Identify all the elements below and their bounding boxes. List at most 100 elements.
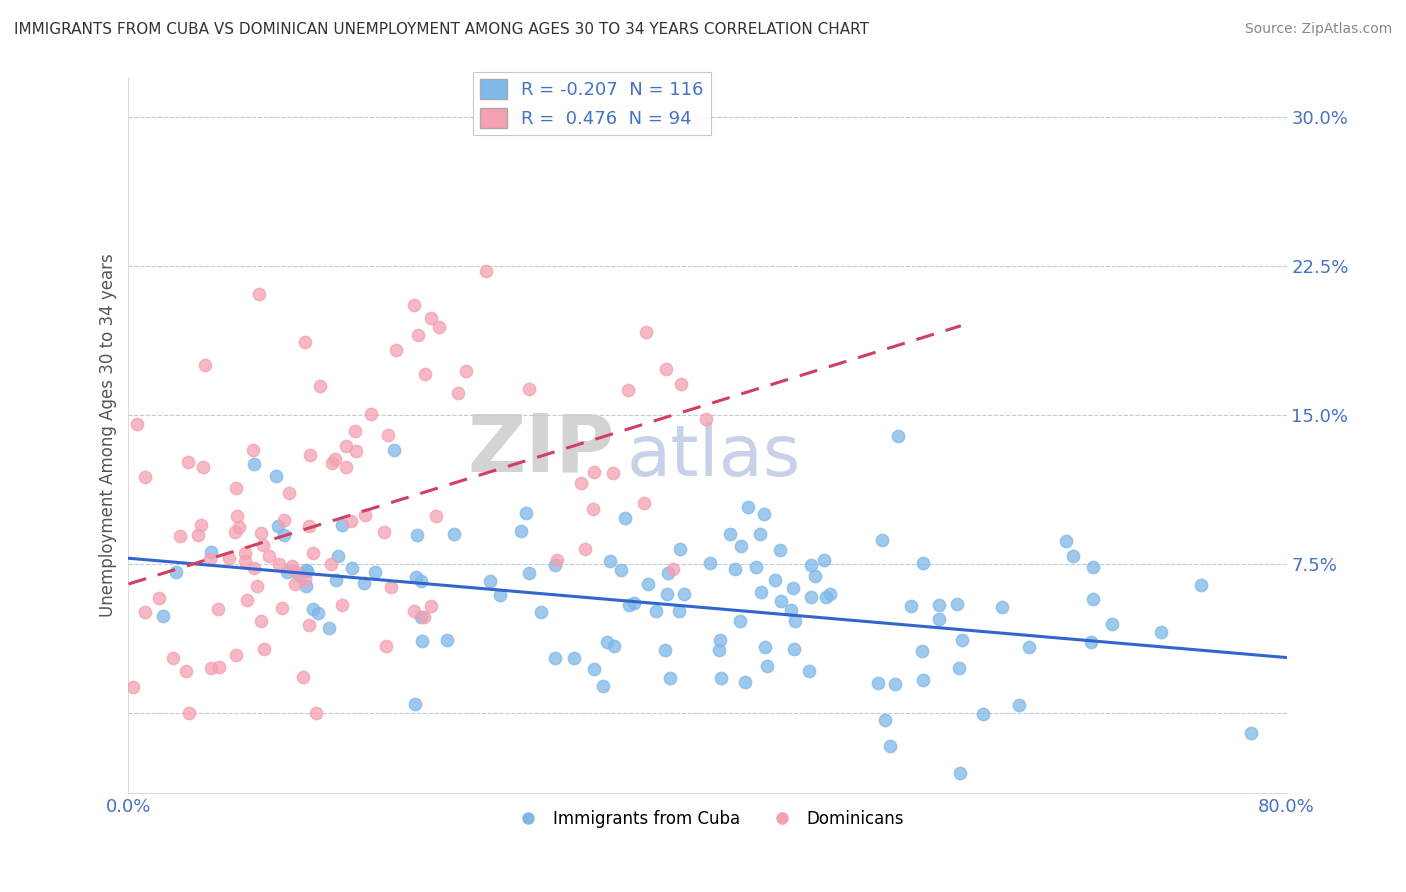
Point xyxy=(360,407,382,421)
Point xyxy=(668,604,690,618)
Point xyxy=(233,546,256,560)
Point xyxy=(190,518,212,533)
Point xyxy=(148,591,170,605)
Point xyxy=(1150,625,1173,640)
Point xyxy=(294,573,316,587)
Point xyxy=(583,465,606,479)
Point xyxy=(405,570,427,584)
Point xyxy=(408,328,430,343)
Point xyxy=(744,559,766,574)
Point xyxy=(928,612,950,626)
Point xyxy=(200,661,222,675)
Point xyxy=(571,475,593,490)
Point xyxy=(242,442,264,457)
Point xyxy=(749,585,772,599)
Point xyxy=(385,343,408,358)
Point xyxy=(613,511,636,525)
Point xyxy=(928,598,950,612)
Point xyxy=(754,640,776,655)
Point xyxy=(972,707,994,722)
Point xyxy=(728,615,751,629)
Point xyxy=(602,466,624,480)
Point xyxy=(749,527,772,541)
Point xyxy=(302,546,325,560)
Point xyxy=(637,577,659,591)
Point xyxy=(1081,560,1104,574)
Point xyxy=(804,569,827,583)
Point xyxy=(208,660,231,674)
Point xyxy=(710,671,733,685)
Point xyxy=(406,528,429,542)
Point xyxy=(654,361,676,376)
Point xyxy=(226,509,249,524)
Point xyxy=(373,524,395,539)
Point xyxy=(734,674,756,689)
Point xyxy=(769,594,792,608)
Point xyxy=(870,533,893,547)
Point xyxy=(218,550,240,565)
Y-axis label: Unemployment Among Ages 30 to 34 years: Unemployment Among Ages 30 to 34 years xyxy=(100,253,117,617)
Point xyxy=(436,632,458,647)
Point xyxy=(617,383,640,397)
Point xyxy=(169,529,191,543)
Point xyxy=(162,651,184,665)
Point xyxy=(949,765,972,780)
Point xyxy=(447,385,470,400)
Point xyxy=(1081,592,1104,607)
Point xyxy=(295,564,318,578)
Point xyxy=(344,444,367,458)
Point xyxy=(122,680,145,694)
Point xyxy=(662,561,685,575)
Point xyxy=(582,662,605,676)
Point xyxy=(134,470,156,484)
Point xyxy=(193,460,215,475)
Point xyxy=(294,563,316,577)
Point xyxy=(443,527,465,541)
Point xyxy=(380,580,402,594)
Point xyxy=(454,364,477,378)
Point xyxy=(1101,616,1123,631)
Point xyxy=(873,713,896,727)
Point xyxy=(257,549,280,563)
Point xyxy=(177,706,200,721)
Point xyxy=(343,424,366,438)
Point xyxy=(298,618,321,632)
Point xyxy=(250,614,273,628)
Point xyxy=(284,564,307,578)
Point xyxy=(478,574,501,588)
Point xyxy=(420,599,443,613)
Point xyxy=(948,661,970,675)
Point xyxy=(475,264,498,278)
Point xyxy=(756,658,779,673)
Point xyxy=(603,639,626,653)
Point xyxy=(724,562,747,576)
Point xyxy=(754,507,776,521)
Point xyxy=(763,573,786,587)
Point xyxy=(236,592,259,607)
Point xyxy=(887,428,910,442)
Point xyxy=(305,706,328,721)
Point xyxy=(177,454,200,468)
Point xyxy=(404,604,426,618)
Point xyxy=(544,651,567,665)
Point xyxy=(657,566,679,581)
Point xyxy=(207,602,229,616)
Point xyxy=(654,643,676,657)
Point xyxy=(411,633,433,648)
Point xyxy=(250,525,273,540)
Text: Source: ZipAtlas.com: Source: ZipAtlas.com xyxy=(1244,22,1392,37)
Point xyxy=(404,697,426,711)
Point xyxy=(769,543,792,558)
Point xyxy=(799,664,821,678)
Point xyxy=(582,502,605,516)
Point xyxy=(1054,533,1077,548)
Point xyxy=(699,556,721,570)
Point xyxy=(517,383,540,397)
Point xyxy=(200,545,222,559)
Point xyxy=(377,427,399,442)
Point xyxy=(228,520,250,534)
Point xyxy=(225,648,247,663)
Point xyxy=(264,468,287,483)
Point xyxy=(318,621,340,635)
Point xyxy=(321,456,343,470)
